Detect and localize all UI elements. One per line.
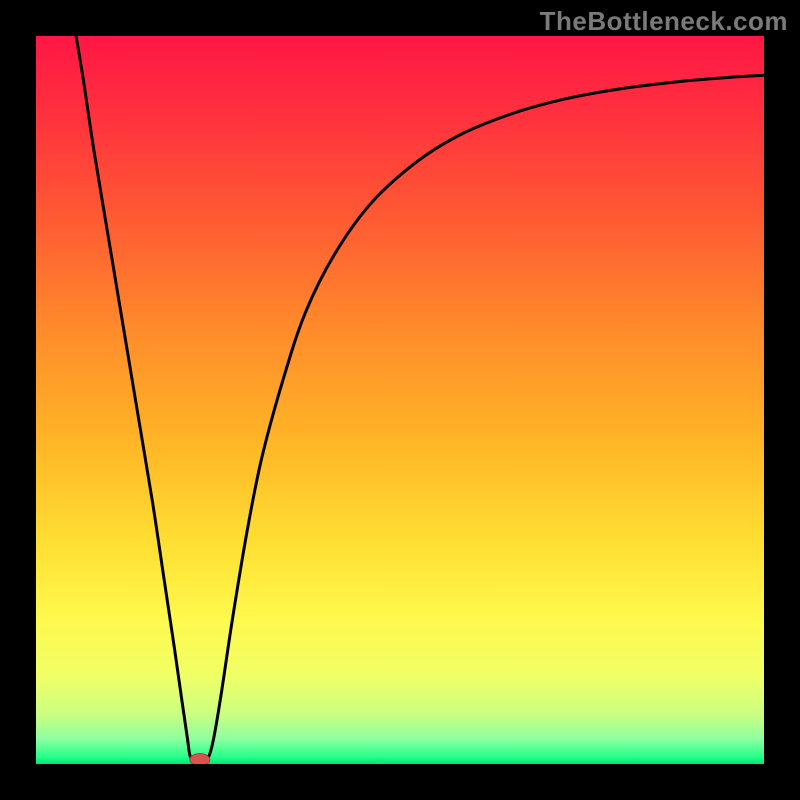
chart-svg (0, 0, 800, 800)
watermark-text: TheBottleneck.com (540, 6, 788, 37)
bottleneck-chart: TheBottleneck.com (0, 0, 800, 800)
gradient-background (36, 36, 764, 764)
optimal-point-marker (190, 754, 210, 766)
